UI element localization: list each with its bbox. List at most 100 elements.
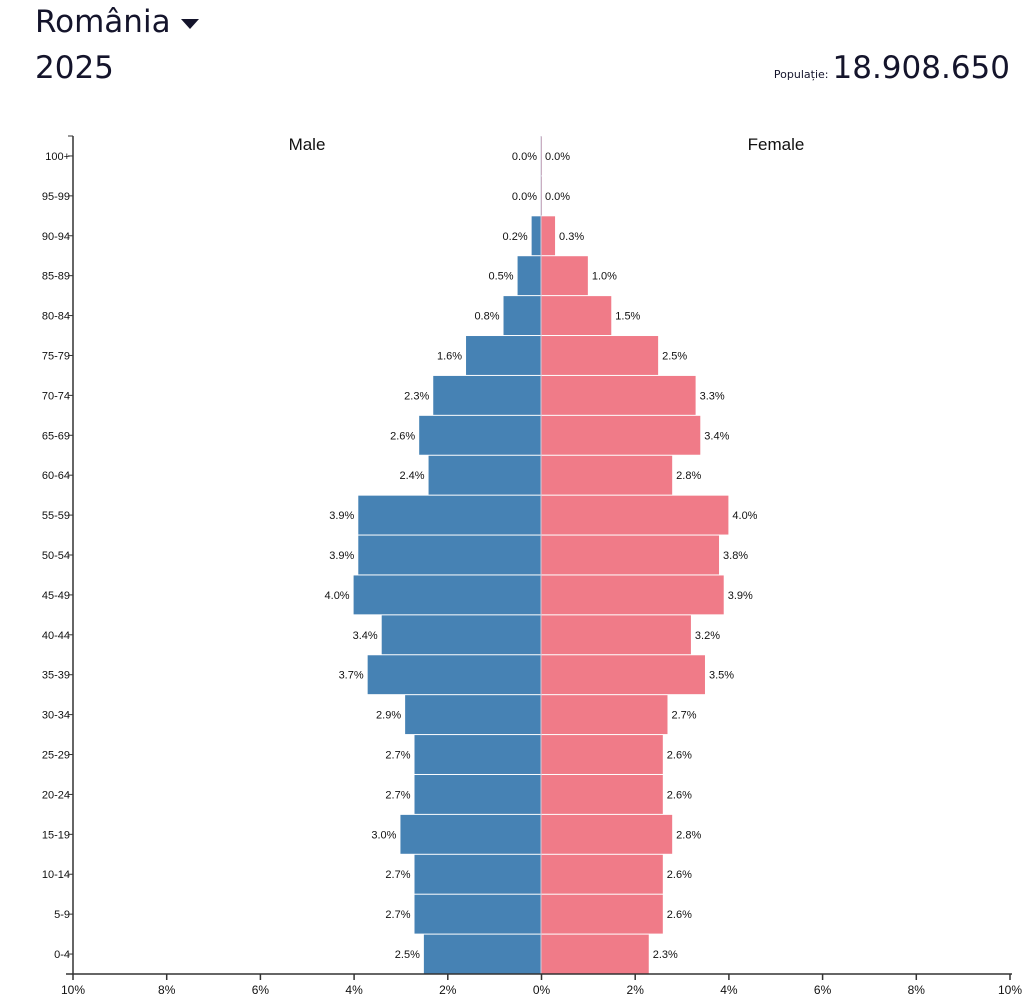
x-tick-label: 4% [345, 983, 363, 997]
population-label: Populație: [773, 68, 829, 81]
bar-male [414, 894, 541, 934]
y-tick-label: 40-44 [42, 630, 70, 642]
data-label-female: 4.0% [732, 510, 757, 522]
data-label-female: 1.0% [592, 271, 617, 283]
bar-female [541, 615, 691, 655]
bar-female [541, 216, 556, 256]
y-tick-label: 15-19 [42, 829, 70, 841]
data-label-female: 3.9% [728, 590, 753, 602]
bar-female [541, 415, 701, 455]
data-label-female: 2.7% [671, 710, 696, 722]
bar-female [541, 256, 588, 296]
data-label-male: 0.2% [503, 231, 528, 243]
bar-male [358, 535, 541, 575]
caret-down-icon [180, 18, 199, 29]
population-total: Populație: 18.908.650 [774, 50, 1010, 86]
x-tick-label: 4% [720, 983, 738, 997]
bar-female [541, 695, 668, 735]
data-label-male: 2.7% [385, 789, 410, 801]
bar-female [541, 375, 696, 415]
data-label-male: 2.9% [376, 710, 401, 722]
data-label-female: 2.3% [653, 949, 678, 961]
x-tick-label: 6% [252, 983, 270, 997]
bar-male [419, 415, 541, 455]
data-label-male: 0.0% [512, 151, 537, 163]
bar-male [414, 854, 541, 894]
x-tick-label: 0% [533, 983, 551, 997]
data-label-male: 2.7% [385, 869, 410, 881]
bar-male [517, 256, 541, 296]
x-tick-label: 8% [908, 983, 926, 997]
bar-female [541, 735, 663, 774]
bar-male [405, 695, 541, 735]
x-tick-label: 10% [998, 983, 1022, 997]
y-tick-label: 60-64 [42, 470, 70, 482]
y-tick-label: 55-59 [42, 510, 70, 522]
bar-male [381, 615, 541, 655]
data-label-female: 2.8% [676, 829, 701, 841]
y-tick-label: 70-74 [42, 390, 70, 402]
x-tick-label: 2% [627, 983, 645, 997]
bar-female [541, 934, 649, 974]
data-label-female: 2.6% [667, 789, 692, 801]
bar-male [414, 735, 541, 774]
data-label-male: 2.4% [399, 470, 424, 482]
y-tick-label: 35-39 [42, 670, 70, 682]
y-tick-label: 65-69 [42, 430, 70, 442]
data-label-male: 2.7% [385, 909, 410, 921]
bar-female [541, 894, 663, 934]
data-label-female: 2.6% [667, 869, 692, 881]
data-label-male: 3.4% [353, 630, 378, 642]
data-label-female: 2.6% [667, 750, 692, 762]
data-label-male: 2.7% [385, 750, 410, 762]
y-tick-label: 50-54 [42, 550, 70, 562]
bar-female [541, 455, 673, 495]
bar-male [367, 655, 541, 695]
data-label-female: 1.5% [615, 311, 640, 323]
x-tick-label: 8% [158, 983, 176, 997]
data-label-male: 3.9% [329, 510, 354, 522]
y-tick-label: 95-99 [42, 191, 70, 203]
y-tick-label: 10-14 [42, 869, 70, 881]
data-label-male: 2.5% [395, 949, 420, 961]
y-tick-label: 80-84 [42, 311, 70, 323]
country-name: România [35, 4, 171, 40]
y-tick-label: 30-34 [42, 710, 70, 722]
x-tick-label: 6% [814, 983, 832, 997]
data-label-male: 0.5% [488, 271, 513, 283]
y-tick-label: 90-94 [42, 231, 70, 243]
data-label-female: 2.6% [667, 909, 692, 921]
data-label-male: 3.7% [339, 670, 364, 682]
population-value: 18.908.650 [832, 50, 1011, 86]
country-selector[interactable]: România [35, 4, 199, 40]
data-label-male: 3.0% [371, 829, 396, 841]
bar-male [428, 455, 541, 495]
data-label-male: 1.6% [437, 350, 462, 362]
bar-female [541, 575, 724, 615]
bar-female [541, 655, 705, 695]
data-label-female: 3.2% [695, 630, 720, 642]
bar-female [541, 296, 612, 336]
data-label-male: 0.0% [512, 191, 537, 203]
data-label-female: 0.3% [559, 231, 584, 243]
legend-male: Male [289, 135, 326, 154]
y-tick-label: 75-79 [42, 350, 70, 362]
data-label-female: 2.5% [662, 350, 687, 362]
data-label-female: 0.0% [545, 151, 570, 163]
data-label-female: 2.8% [676, 470, 701, 482]
y-tick-label: 20-24 [42, 789, 70, 801]
bar-female [541, 535, 720, 575]
data-label-male: 2.3% [404, 390, 429, 402]
data-label-male: 4.0% [325, 590, 350, 602]
legend-female: Female [748, 135, 805, 154]
x-tick-label: 10% [61, 983, 85, 997]
y-tick-label: 45-49 [42, 590, 70, 602]
data-label-female: 3.3% [700, 390, 725, 402]
bar-male [400, 814, 541, 854]
bar-male [433, 375, 541, 415]
bar-female [541, 814, 673, 854]
data-label-female: 0.0% [545, 191, 570, 203]
y-tick-label: 100+ [45, 151, 70, 163]
data-label-female: 3.4% [704, 430, 729, 442]
